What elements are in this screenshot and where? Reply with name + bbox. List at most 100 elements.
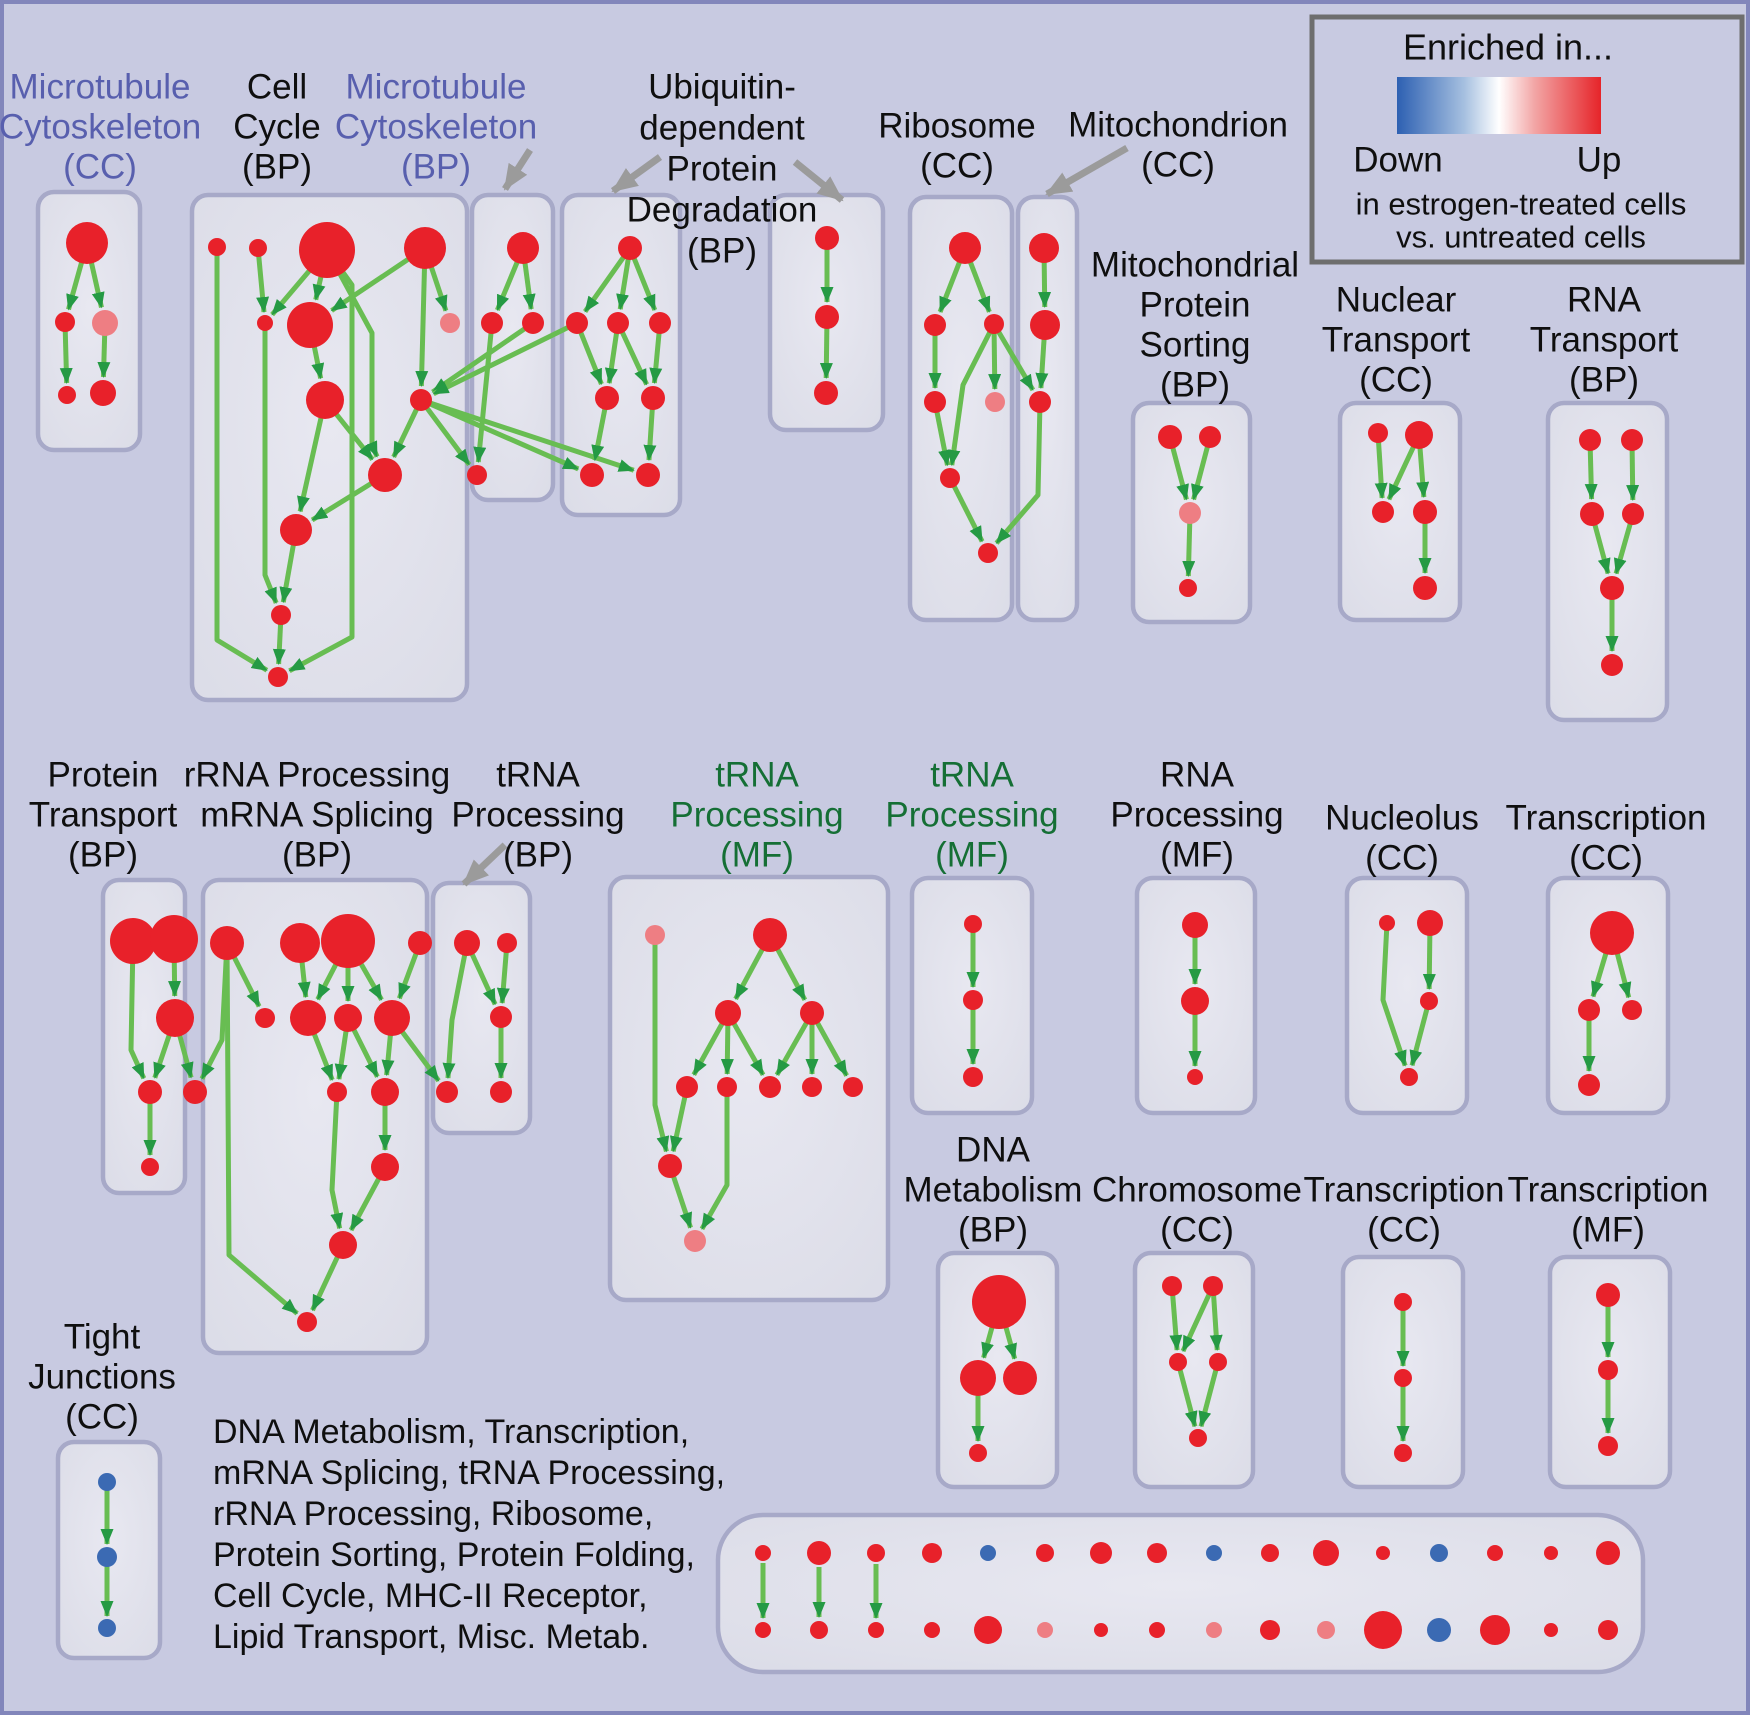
cluster-label-ribosome-cc: Ribosome (CC): [878, 107, 1036, 186]
node-mb0-red: [507, 232, 539, 264]
pointer-ubiquitin-right-arrow-icon: [792, 159, 845, 203]
node-mb3-red: [467, 465, 487, 485]
node-dm3-red: [969, 1444, 987, 1462]
node-ub6-red: [580, 463, 604, 487]
node-rb0-red: [949, 232, 981, 264]
node-pt2-red: [156, 999, 194, 1037]
node-tm10-pink: [684, 1230, 706, 1252]
node-rr1-red: [280, 923, 320, 963]
legend-up-label: Up: [1577, 141, 1622, 180]
strip-node-bottom-16-red: [1598, 1620, 1618, 1640]
node-tm8-red: [843, 1077, 863, 1097]
node-dm0-red: [972, 1275, 1026, 1329]
strip-node-top-15-red: [1544, 1546, 1558, 1560]
edge-nc0-nc3: [1380, 922, 1408, 1067]
node-cc10-red: [280, 514, 312, 546]
node-ub5-red: [641, 386, 665, 410]
node-rb4-pink: [985, 392, 1005, 412]
edge-tm5-tm10: [699, 1087, 730, 1231]
node-nc3-red: [1400, 1068, 1418, 1086]
cluster-label-protein-transport-bp: Protein Transport (BP): [29, 756, 178, 875]
node-mt1-red: [1030, 310, 1060, 340]
strip-node-bottom-4-red: [924, 1622, 940, 1638]
node-nt4-red: [1413, 576, 1437, 600]
node-pt0-red: [110, 918, 156, 964]
node-pt4-red: [183, 1080, 207, 1104]
strip-node-bottom-7-red: [1094, 1623, 1108, 1637]
strip-node-top-14-red: [1487, 1545, 1503, 1561]
node-rr10-red: [371, 1153, 399, 1181]
node-uv0-red: [815, 226, 839, 250]
node-rr6-red: [334, 1004, 362, 1032]
cluster-label-rrna-processing-mrna-splicing-bp: rRNA Processing mRNA Splicing (BP): [184, 756, 450, 875]
node-mt0-red: [1029, 233, 1059, 263]
edge-ub0-ub1: [583, 246, 633, 314]
node-rb3-red: [924, 391, 946, 413]
edge-ch1-ch2: [1180, 1284, 1216, 1353]
node-tb1-red: [497, 933, 517, 953]
edge-tb0-tb3: [442, 942, 470, 1080]
legend-gradient-bar: [1397, 77, 1601, 134]
legend-box: [1309, 14, 1745, 265]
edge-cc0-cc12: [214, 247, 269, 673]
node-mc4-red: [90, 380, 116, 406]
cluster-label-chromosome-cc: Chromosome (CC): [1092, 1171, 1302, 1250]
strip-node-bottom-13-blue: [1427, 1618, 1451, 1642]
node-uv1-red: [815, 305, 839, 329]
cluster-box-dna-metabolism-bp: [935, 1250, 1060, 1490]
node-mc0-red: [66, 222, 108, 264]
node-rr4-red: [255, 1008, 275, 1028]
cluster-label-tight-junctions-cc: Tight Junctions (CC): [28, 1318, 176, 1437]
node-nc2-red: [1420, 992, 1438, 1010]
node-rt0-red: [1579, 429, 1601, 451]
node-cc5-red: [287, 302, 333, 348]
edge-rr0-pt4: [199, 942, 230, 1080]
node-tj1-blue: [97, 1547, 117, 1567]
node-tj2-blue: [98, 1619, 116, 1637]
node-tc3-red: [1578, 1074, 1600, 1096]
cluster-label-transcription-mf: Transcription (MF): [1508, 1171, 1709, 1250]
cluster-label-nuclear-transport-cc: Nuclear Transport (CC): [1322, 281, 1471, 400]
edge-rr8-rr11: [329, 1091, 344, 1230]
edge-mc1-mc3: [59, 321, 73, 385]
cluster-label-trna-processing-bp: tRNA Processing (BP): [451, 756, 624, 875]
node-rp2-red: [1187, 1069, 1203, 1085]
node-ch2-red: [1169, 1353, 1187, 1371]
node-tm4-red: [676, 1076, 698, 1098]
strip-node-top-16-red: [1596, 1541, 1620, 1565]
strip-node-top-4-red: [922, 1543, 942, 1563]
strip-node-top-2-red: [807, 1541, 831, 1565]
strip-node-top-6-red: [1036, 1544, 1054, 1562]
strip-node-bottom-11-pink: [1317, 1621, 1335, 1639]
node-tcb2-red: [1394, 1444, 1412, 1462]
node-mc1-red: [55, 312, 75, 332]
node-tb3-red: [436, 1081, 458, 1103]
node-ub1-red: [566, 312, 588, 334]
legend-down-label: Down: [1353, 141, 1442, 180]
node-ts2-red: [963, 1067, 983, 1087]
cluster-label-dna-metabolism-bp: DNA Metabolism (BP): [904, 1131, 1083, 1250]
edge-ch2-ch4: [1175, 1361, 1198, 1428]
node-rr3-red: [408, 931, 432, 955]
node-tmf1-red: [1598, 1360, 1618, 1380]
node-rb6-red: [978, 543, 998, 563]
strip-node-bottom-8-red: [1149, 1622, 1165, 1638]
cluster-label-microtubule-cytoskeleton-bp: Microtubule Cytoskeleton (BP): [335, 68, 537, 187]
strip-node-top-10-red: [1261, 1544, 1279, 1562]
node-tb4-red: [490, 1081, 512, 1103]
node-rb1-red: [924, 314, 946, 336]
strip-node-bottom-6-pink: [1037, 1622, 1053, 1638]
node-rr0-red: [210, 926, 244, 960]
node-dm2-red: [1003, 1361, 1037, 1395]
node-cc12-red: [268, 667, 288, 687]
node-tcb0-red: [1394, 1293, 1412, 1311]
node-tm3-red: [800, 1001, 824, 1025]
node-tj0-blue: [98, 1473, 116, 1491]
strip-node-top-12-red: [1376, 1546, 1390, 1560]
node-cc9-red: [368, 458, 402, 492]
strip-node-top-9-blue: [1206, 1545, 1222, 1561]
node-ub7-red: [636, 463, 660, 487]
strip-node-top-1-red: [755, 1545, 771, 1561]
node-ts1-red: [963, 990, 983, 1010]
